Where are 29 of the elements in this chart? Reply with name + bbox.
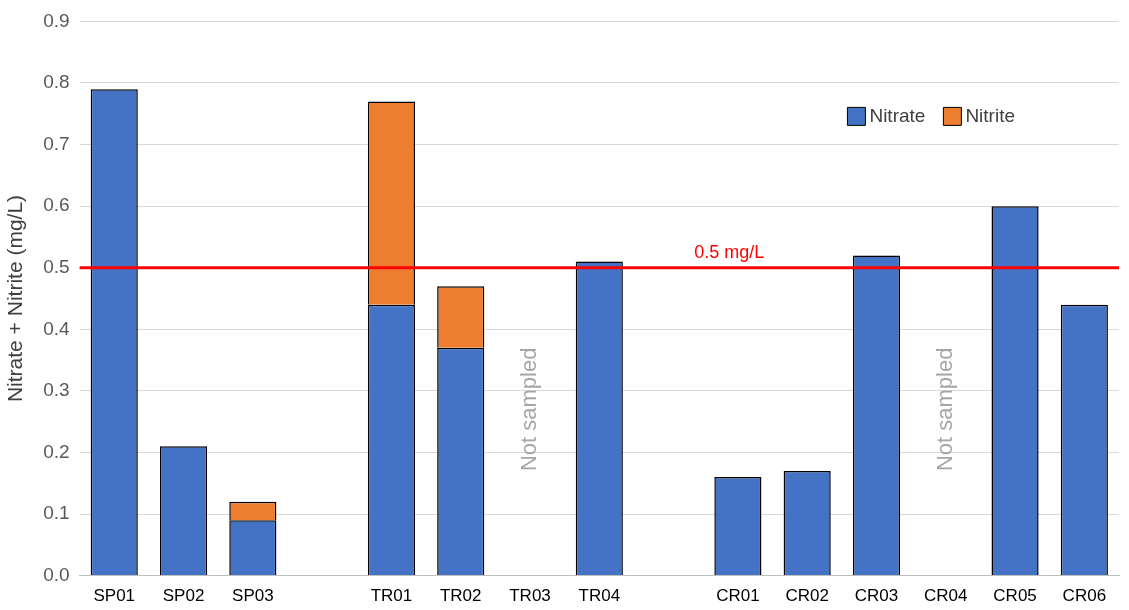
x-tick-label: CR05 — [993, 586, 1037, 606]
x-tick-label: SP02 — [162, 586, 205, 606]
x-tick-label: TR01 — [370, 586, 413, 606]
x-tick-label: CR01 — [716, 586, 760, 606]
y-tick-label: 0.1 — [43, 502, 70, 524]
y-tick-label: 0.4 — [43, 317, 71, 339]
y-tick-label: 0.0 — [43, 563, 70, 585]
annotation: Not sampled — [516, 347, 542, 472]
y-tick-label: 0.2 — [43, 440, 70, 462]
ref-line-label: 0.5 mg/L — [694, 241, 765, 262]
x-tick-label: TR04 — [578, 586, 621, 606]
y-tick-label: 0.7 — [43, 132, 70, 154]
legend-label: Nitrate — [869, 104, 926, 126]
x-tick-label: CR02 — [785, 586, 829, 606]
annotation: Not sampled — [931, 347, 957, 472]
y-tick-label: 0.6 — [43, 194, 70, 216]
y-tick-label: 0.5 — [43, 255, 70, 277]
x-tick-label: SP03 — [232, 586, 274, 606]
x-tick-label: TR02 — [439, 586, 482, 606]
y-tick-label: 0.8 — [43, 71, 70, 93]
x-tick-label: CR06 — [1062, 586, 1107, 606]
y-tick-label: 0.3 — [43, 379, 70, 401]
y-axis-title: Nitrate + Nitrite (mg/L) — [3, 194, 27, 403]
legend-label: Nitrite — [965, 104, 1016, 126]
y-tick-label: 0.9 — [43, 9, 70, 31]
x-tick-label: CR03 — [854, 586, 899, 606]
x-tick-label: TR03 — [509, 586, 551, 606]
x-tick-label: CR04 — [924, 586, 968, 606]
x-tick-label: SP01 — [93, 586, 136, 606]
